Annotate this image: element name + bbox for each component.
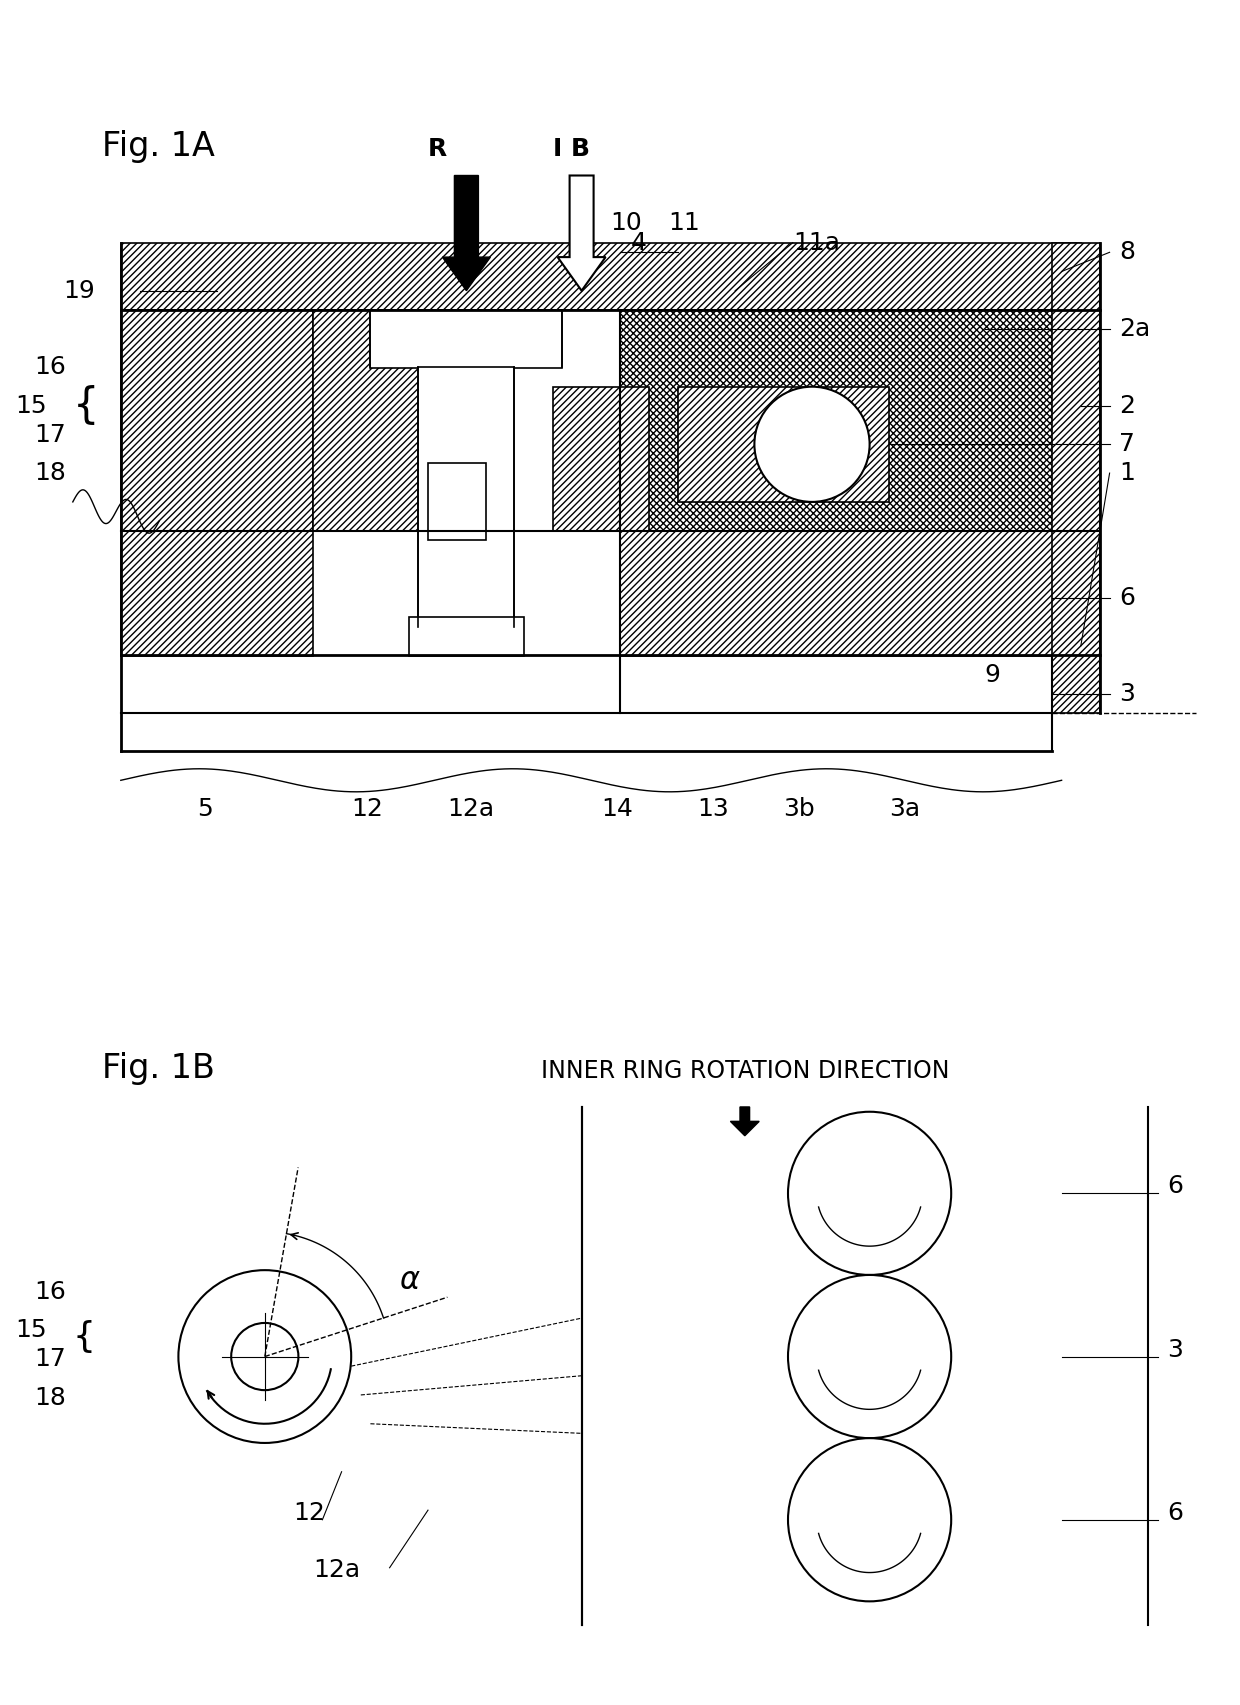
Circle shape xyxy=(787,1112,951,1275)
Text: $\alpha$: $\alpha$ xyxy=(399,1267,420,1296)
Text: I B: I B xyxy=(553,138,590,162)
Text: 12a: 12a xyxy=(312,1558,360,1582)
Text: 12: 12 xyxy=(294,1500,325,1524)
Text: Fig. 1B: Fig. 1B xyxy=(102,1052,215,1084)
Bar xyxy=(620,310,1081,530)
Bar xyxy=(428,464,486,540)
Bar xyxy=(620,530,1081,655)
Text: 3a: 3a xyxy=(889,798,920,822)
FancyArrow shape xyxy=(443,176,490,290)
Text: 1: 1 xyxy=(1120,460,1135,486)
Text: R: R xyxy=(428,138,448,162)
Circle shape xyxy=(787,1437,951,1601)
Text: 11a: 11a xyxy=(792,230,839,254)
Text: 18: 18 xyxy=(35,1386,66,1410)
Text: 16: 16 xyxy=(35,1280,66,1304)
Text: 18: 18 xyxy=(35,460,66,486)
Text: 4: 4 xyxy=(631,230,647,254)
Text: 14: 14 xyxy=(601,798,632,822)
Circle shape xyxy=(754,387,869,501)
Text: 15: 15 xyxy=(15,394,47,418)
Text: 13: 13 xyxy=(697,798,729,822)
Text: {: { xyxy=(73,385,99,426)
Text: 7: 7 xyxy=(1120,433,1135,457)
Text: 6: 6 xyxy=(1167,1500,1183,1524)
Bar xyxy=(418,368,515,627)
Text: 15: 15 xyxy=(15,1318,47,1342)
Bar xyxy=(120,242,1081,310)
Text: 3: 3 xyxy=(1167,1337,1183,1362)
Text: 17: 17 xyxy=(35,423,66,447)
Text: 3b: 3b xyxy=(784,798,815,822)
Text: 11: 11 xyxy=(668,211,699,235)
Circle shape xyxy=(787,1275,951,1437)
Text: INNER RING ROTATION DIRECTION: INNER RING ROTATION DIRECTION xyxy=(541,1059,949,1083)
Bar xyxy=(371,310,563,368)
Bar xyxy=(677,387,889,501)
Bar xyxy=(409,617,525,655)
Text: Fig. 1A: Fig. 1A xyxy=(102,130,215,164)
Text: 12a: 12a xyxy=(448,798,495,822)
Text: 17: 17 xyxy=(35,1347,66,1371)
Text: {: { xyxy=(73,1320,95,1354)
Text: 6: 6 xyxy=(1167,1175,1183,1199)
Bar xyxy=(553,387,649,530)
Text: 5: 5 xyxy=(197,798,213,822)
Text: 3: 3 xyxy=(1120,682,1135,706)
Text: 2: 2 xyxy=(1120,394,1135,418)
Text: 19: 19 xyxy=(63,278,95,303)
Text: 8: 8 xyxy=(1120,240,1135,264)
Bar xyxy=(312,310,456,530)
Text: 6: 6 xyxy=(1120,587,1135,610)
Text: 9: 9 xyxy=(985,663,1001,687)
Bar xyxy=(120,310,312,655)
Bar xyxy=(1052,242,1100,713)
Text: 12: 12 xyxy=(351,798,383,822)
Text: 10: 10 xyxy=(610,211,642,235)
Text: 2a: 2a xyxy=(1120,317,1151,341)
Text: 16: 16 xyxy=(35,356,66,380)
FancyArrow shape xyxy=(730,1107,759,1136)
FancyArrow shape xyxy=(558,176,605,290)
